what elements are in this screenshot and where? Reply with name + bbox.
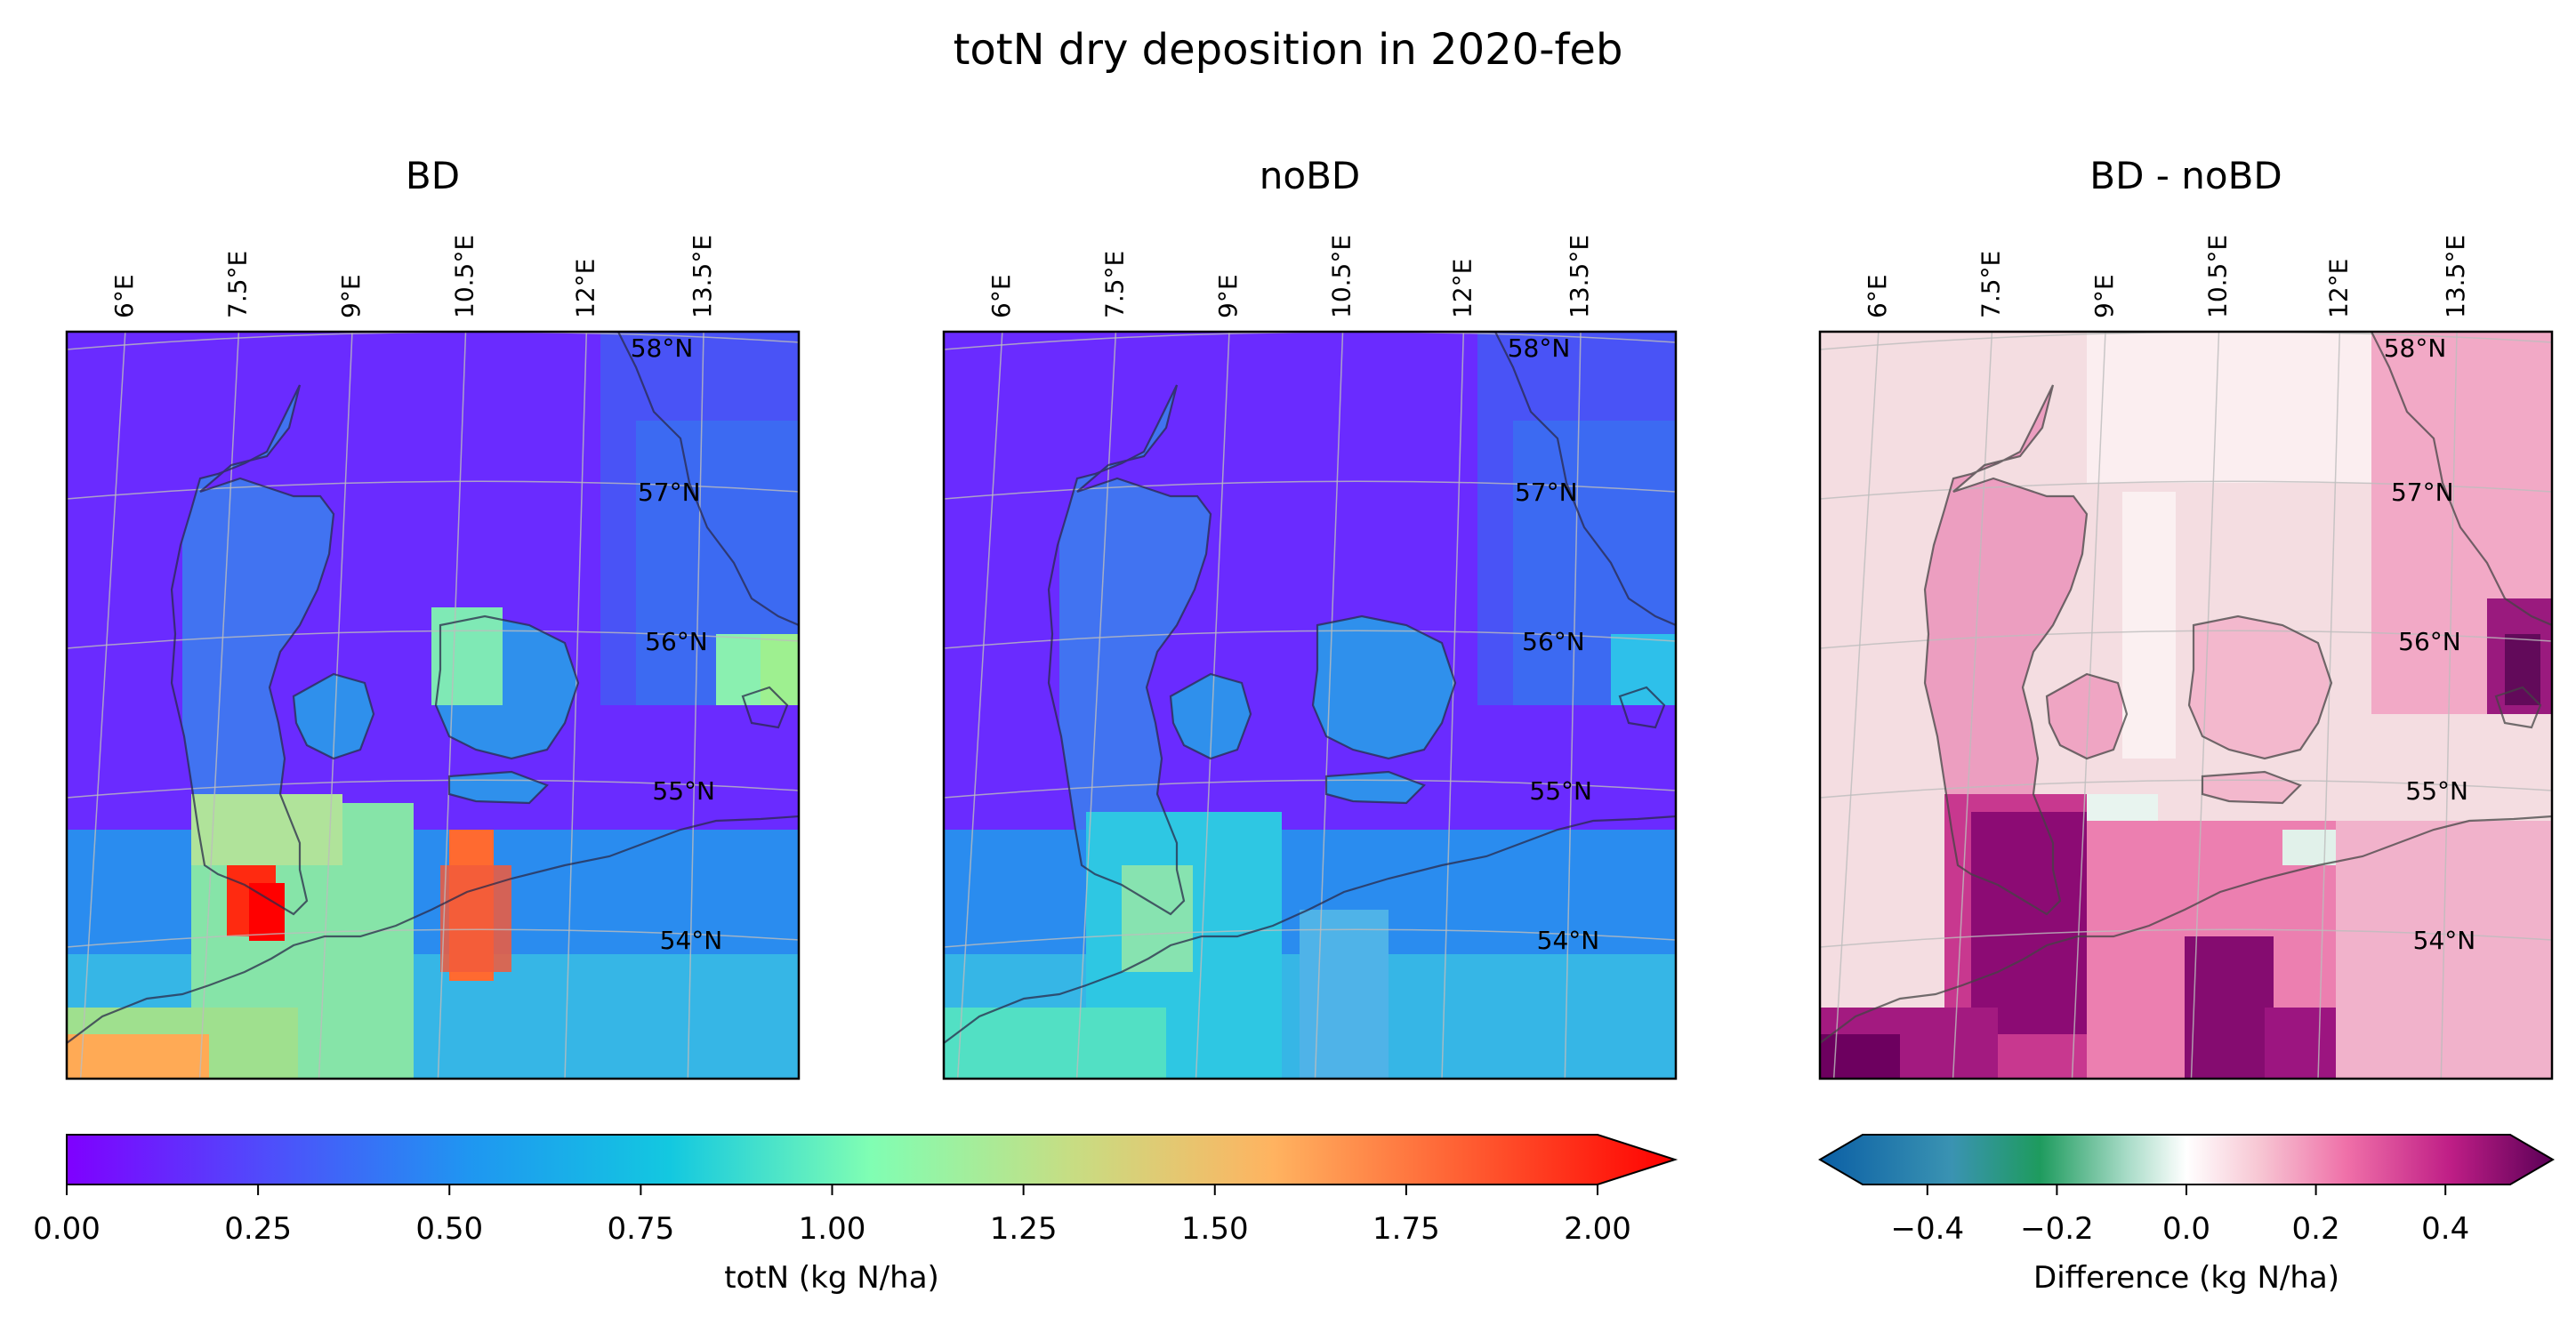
colorbar-main-tick: 1.75 <box>1373 1211 1440 1247</box>
colorbar-main-tick: 0.50 <box>415 1211 483 1247</box>
colorbar-main-tick: 1.25 <box>990 1211 1058 1247</box>
lon-tick-label: 7.5°E <box>1099 251 1129 318</box>
colorbar-main-tick: 1.50 <box>1181 1211 1249 1247</box>
colorbar-diff-tick: 0.2 <box>2292 1211 2340 1247</box>
panel-title-nobd: noBD <box>1260 154 1360 197</box>
lon-tick-label: 13.5°E <box>688 235 717 318</box>
lat-tick-label: 57°N <box>1515 478 1578 507</box>
colorbar-main-tick: 0.75 <box>608 1211 675 1247</box>
lon-tick-label: 12°E <box>2323 259 2353 318</box>
lat-tick-label: 56°N <box>2398 627 2461 656</box>
colorbar-diff-tick: −0.4 <box>1891 1211 1965 1247</box>
lat-tick-label: 55°N <box>2405 776 2468 806</box>
lon-tick-label: 7.5°E <box>222 251 252 318</box>
colorbar-main-bar <box>66 1134 1678 1185</box>
colorbar-main-tick: 0.25 <box>224 1211 292 1247</box>
lon-tick-label: 13.5°E <box>1565 235 1594 318</box>
lon-tick-label: 12°E <box>570 259 600 318</box>
lon-tick-label: 12°E <box>1447 259 1477 318</box>
lon-tick-label: 10.5°E <box>1327 235 1356 318</box>
colorbar-diff-tick: 0.4 <box>2421 1211 2469 1247</box>
lat-tick-label: 58°N <box>1508 333 1571 363</box>
lat-tick-label: 56°N <box>1522 627 1585 656</box>
lat-tick-label: 55°N <box>652 776 715 806</box>
panel-bd-map <box>67 332 799 1079</box>
lat-tick-label: 54°N <box>660 926 723 955</box>
colorbar-main: 0.00 0.25 0.50 0.75 1.00 1.25 1.50 1.75 2.00 tot… <box>33 1134 1678 1296</box>
panel-nobd-map <box>944 332 1676 1079</box>
lon-tick-label: 10.5°E <box>450 235 479 318</box>
lon-tick-label: 9°E <box>336 274 366 318</box>
lat-tick-label: 58°N <box>2384 333 2447 363</box>
colorbar-diff: −0.4 −0.2 0.0 0.2 0.4 Difference (kg N/ha) <box>1818 1134 2555 1296</box>
colorbar-main-tick: 1.00 <box>799 1211 866 1247</box>
lon-tick-label: 6°E <box>109 274 139 318</box>
lat-tick-label: 54°N <box>1537 926 1600 955</box>
lat-tick-label: 57°N <box>2391 478 2454 507</box>
lon-tick-label: 6°E <box>986 274 1016 318</box>
lat-tick-label: 57°N <box>638 478 701 507</box>
colorbar-diff-bar <box>1818 1134 2555 1185</box>
lat-tick-label: 54°N <box>2413 926 2476 955</box>
colorbar-main-label: totN (kg N/ha) <box>724 1260 939 1296</box>
colorbar-diff-tick: −0.2 <box>2020 1211 2094 1247</box>
colorbar-diff-label: Difference (kg N/ha) <box>2033 1260 2339 1296</box>
lon-tick-label: 6°E <box>1863 274 1892 318</box>
panel-title-diff: BD - noBD <box>2089 154 2282 197</box>
lon-tick-label: 9°E <box>2089 274 2119 318</box>
lat-tick-label: 58°N <box>631 333 694 363</box>
lat-tick-label: 55°N <box>1529 776 1592 806</box>
map-panels: BD 6°E 7.5°E 9°E 10.5°E 12°E 13.5°E 58°N 57°N 56°… <box>65 154 2554 1080</box>
lon-tick-label: 10.5°E <box>2203 235 2233 318</box>
colorbar-main-tick: 2.00 <box>1564 1211 1631 1247</box>
colorbar-main-tick: 0.00 <box>33 1211 101 1247</box>
lon-tick-label: 9°E <box>1213 274 1243 318</box>
colorbar-diff-tick: 0.0 <box>2162 1211 2210 1247</box>
panel-title-bd: BD <box>406 154 460 197</box>
lat-tick-label: 56°N <box>645 627 708 656</box>
figure-title: totN dry deposition in 2020-feb <box>954 25 1623 75</box>
lon-tick-label: 13.5°E <box>2441 235 2470 318</box>
lon-tick-label: 7.5°E <box>1976 251 2005 318</box>
panel-diff-map <box>1820 332 2552 1079</box>
